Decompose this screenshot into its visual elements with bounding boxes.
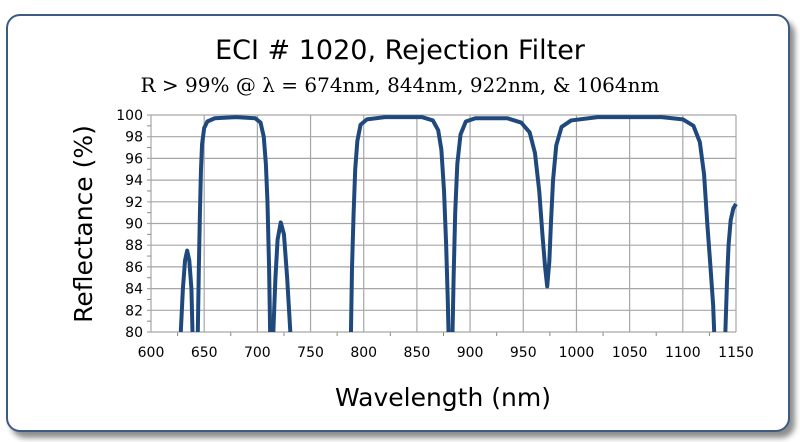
reflectance-line-segment bbox=[723, 202, 738, 333]
y-tick-label: 100 bbox=[116, 108, 143, 124]
x-axis-label: Wavelength (nm) bbox=[335, 383, 551, 412]
y-tick-label: 80 bbox=[125, 325, 143, 341]
chart-title: ECI # 1020, Rejection Filter bbox=[215, 35, 586, 66]
x-tick-label: 750 bbox=[297, 345, 324, 361]
x-tick-label: 650 bbox=[191, 345, 218, 361]
chart-subtitle: R > 99% @ λ = 674nm, 844nm, 922nm, & 106… bbox=[141, 73, 660, 97]
y-tick-label: 86 bbox=[125, 260, 143, 276]
x-tick-label: 800 bbox=[350, 345, 377, 361]
reflectance-line-segment bbox=[450, 115, 717, 333]
y-tick-label: 92 bbox=[125, 195, 143, 211]
y-tick-label: 84 bbox=[125, 282, 143, 298]
x-tick-label: 1150 bbox=[718, 345, 754, 361]
x-tick-label: 1050 bbox=[612, 345, 648, 361]
y-axis-label: Reflectance (%) bbox=[69, 125, 98, 323]
series-lines bbox=[178, 115, 738, 333]
reflectance-line-segment bbox=[271, 220, 293, 333]
grid bbox=[147, 114, 737, 336]
y-tick-label: 98 bbox=[125, 130, 143, 146]
x-tick-label: 950 bbox=[510, 345, 537, 361]
x-tick-label: 900 bbox=[457, 345, 484, 361]
y-tick-label: 90 bbox=[125, 217, 143, 233]
x-tick-label: 1100 bbox=[665, 345, 701, 361]
y-tick-label: 82 bbox=[125, 303, 143, 319]
reflectance-line-segment bbox=[178, 248, 195, 333]
x-tick-label: 600 bbox=[138, 345, 165, 361]
y-tick-label: 88 bbox=[125, 238, 143, 254]
x-tick-label: 850 bbox=[404, 345, 431, 361]
y-tick-label: 94 bbox=[125, 173, 143, 189]
x-tick-label: 1000 bbox=[559, 345, 595, 361]
tick-labels: 600 650 700 750 800 850 900 950 1000 1050 1100 1150… bbox=[116, 108, 754, 361]
y-tick-label: 96 bbox=[125, 151, 143, 167]
reflectance-line-segment bbox=[195, 115, 273, 333]
x-tick-label: 700 bbox=[244, 345, 271, 361]
reflectance-line-segment bbox=[348, 115, 451, 333]
